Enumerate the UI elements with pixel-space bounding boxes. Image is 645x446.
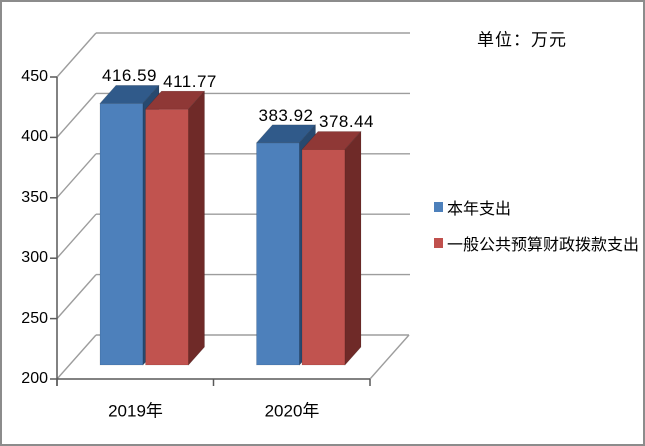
gridline-diagonal (56, 153, 97, 199)
data-label: 383.92 (258, 105, 314, 125)
y-axis-label: 450 (21, 68, 48, 85)
data-label: 378.44 (319, 112, 374, 132)
y-axis-label: 250 (21, 309, 48, 327)
chart-title: 单位：万元 (477, 30, 567, 50)
category-label: 2020年 (264, 401, 320, 421)
bar-side-face (344, 130, 362, 366)
bar-front-face (256, 142, 300, 366)
y-axis-label: 400 (21, 128, 48, 146)
gridline-diagonal (56, 274, 97, 320)
bar-side-face (188, 90, 205, 366)
y-axis-label: 300 (21, 249, 48, 267)
floor-left-edge (56, 334, 97, 380)
category-label: 2019年 (108, 401, 163, 421)
gridline-diagonal (56, 92, 97, 138)
data-label: 416.59 (102, 66, 157, 86)
gridline-diagonal (56, 213, 97, 259)
bar-front-face (145, 108, 189, 366)
floor-right-edge (369, 334, 410, 380)
bar-front-face (301, 149, 346, 366)
data-label: 411.77 (163, 72, 217, 92)
bar-front-face (99, 103, 144, 366)
gridline-diagonal (56, 32, 97, 78)
y-axis-label: 350 (21, 188, 48, 206)
y-axis-label: 200 (21, 370, 48, 387)
